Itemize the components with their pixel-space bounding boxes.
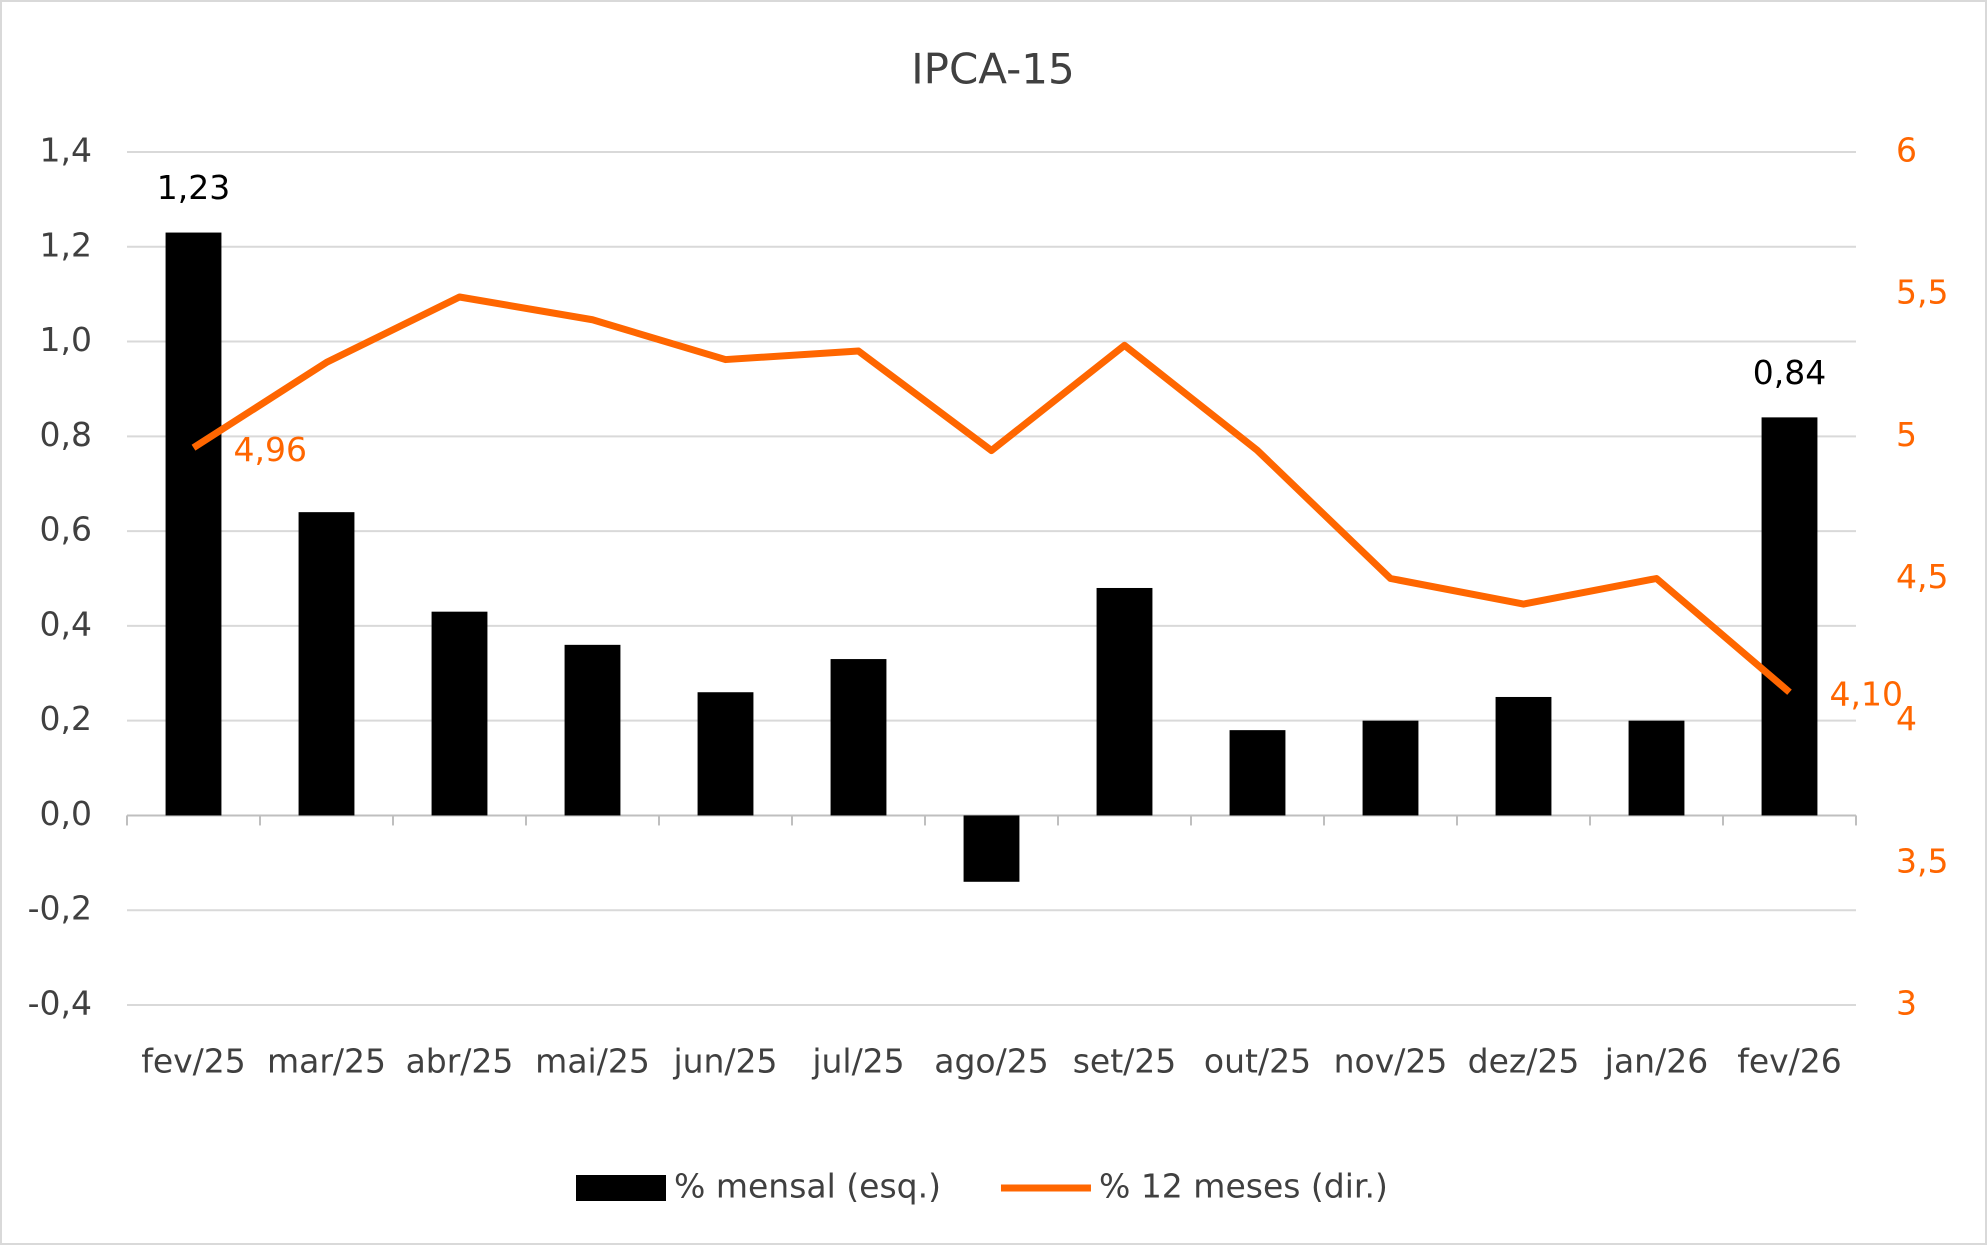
x-tick-label: mar/25 — [267, 1042, 386, 1081]
y-tick-label: -0,2 — [28, 889, 92, 928]
y2-tick-label: 4,5 — [1896, 557, 1948, 596]
x-tick-label: set/25 — [1073, 1042, 1177, 1081]
y-tick-label: 0,8 — [40, 415, 92, 454]
bar — [298, 512, 355, 816]
legend-label: % 12 meses (dir.) — [1099, 1167, 1388, 1206]
chart-title: IPCA-15 — [911, 45, 1074, 94]
bar — [830, 659, 887, 816]
y-tick-label: 0,6 — [40, 510, 92, 549]
line — [191, 293, 1792, 695]
x-tick-label: fev/26 — [1737, 1042, 1842, 1081]
x-tick-label: abr/25 — [406, 1042, 514, 1081]
y2-tick-label: 5 — [1896, 415, 1917, 454]
x-tick-label: jun/25 — [672, 1042, 777, 1081]
x-tick-label: mai/25 — [535, 1042, 650, 1081]
x-tick-label: nov/25 — [1334, 1042, 1448, 1081]
bar — [1096, 587, 1153, 816]
bar-value-label: 0,84 — [1753, 353, 1826, 392]
x-tick-label: dez/25 — [1468, 1042, 1580, 1081]
bar-value-label: 1,23 — [157, 168, 230, 207]
y2-tick-label: 5,5 — [1896, 273, 1948, 312]
y2-tick-label: 3 — [1896, 984, 1917, 1023]
line-value-label: 4,96 — [234, 430, 307, 469]
legend-swatch — [576, 1175, 666, 1201]
y2-tick-label: 6 — [1896, 131, 1917, 170]
y-tick-label: -0,4 — [28, 984, 92, 1023]
x-tick-label: jul/25 — [811, 1042, 904, 1081]
legend-label: % mensal (esq.) — [674, 1167, 941, 1206]
bar — [697, 692, 754, 816]
x-tick-label: jan/26 — [1604, 1042, 1708, 1081]
x-tick-label: out/25 — [1204, 1042, 1311, 1081]
y-tick-label: 0,0 — [40, 794, 92, 833]
bar — [1229, 730, 1286, 816]
bar — [963, 815, 1020, 882]
bar — [431, 611, 488, 816]
bar — [1362, 720, 1419, 816]
y2-tick-label: 4 — [1896, 699, 1917, 738]
bar — [1495, 696, 1552, 816]
x-tick-label: ago/25 — [934, 1042, 1048, 1081]
y-tick-label: 1,0 — [40, 320, 92, 359]
y-tick-label: 0,4 — [40, 604, 92, 643]
line-value-label: 4,10 — [1830, 675, 1903, 714]
bar — [564, 644, 621, 816]
bar — [1761, 417, 1818, 816]
x-tick-label: fev/25 — [141, 1042, 246, 1081]
bar — [165, 232, 222, 816]
y2-tick-label: 3,5 — [1896, 841, 1948, 880]
bar — [1628, 720, 1685, 816]
y-tick-label: 1,4 — [40, 131, 92, 170]
y-tick-label: 0,2 — [40, 699, 92, 738]
y-tick-label: 1,2 — [40, 225, 92, 264]
